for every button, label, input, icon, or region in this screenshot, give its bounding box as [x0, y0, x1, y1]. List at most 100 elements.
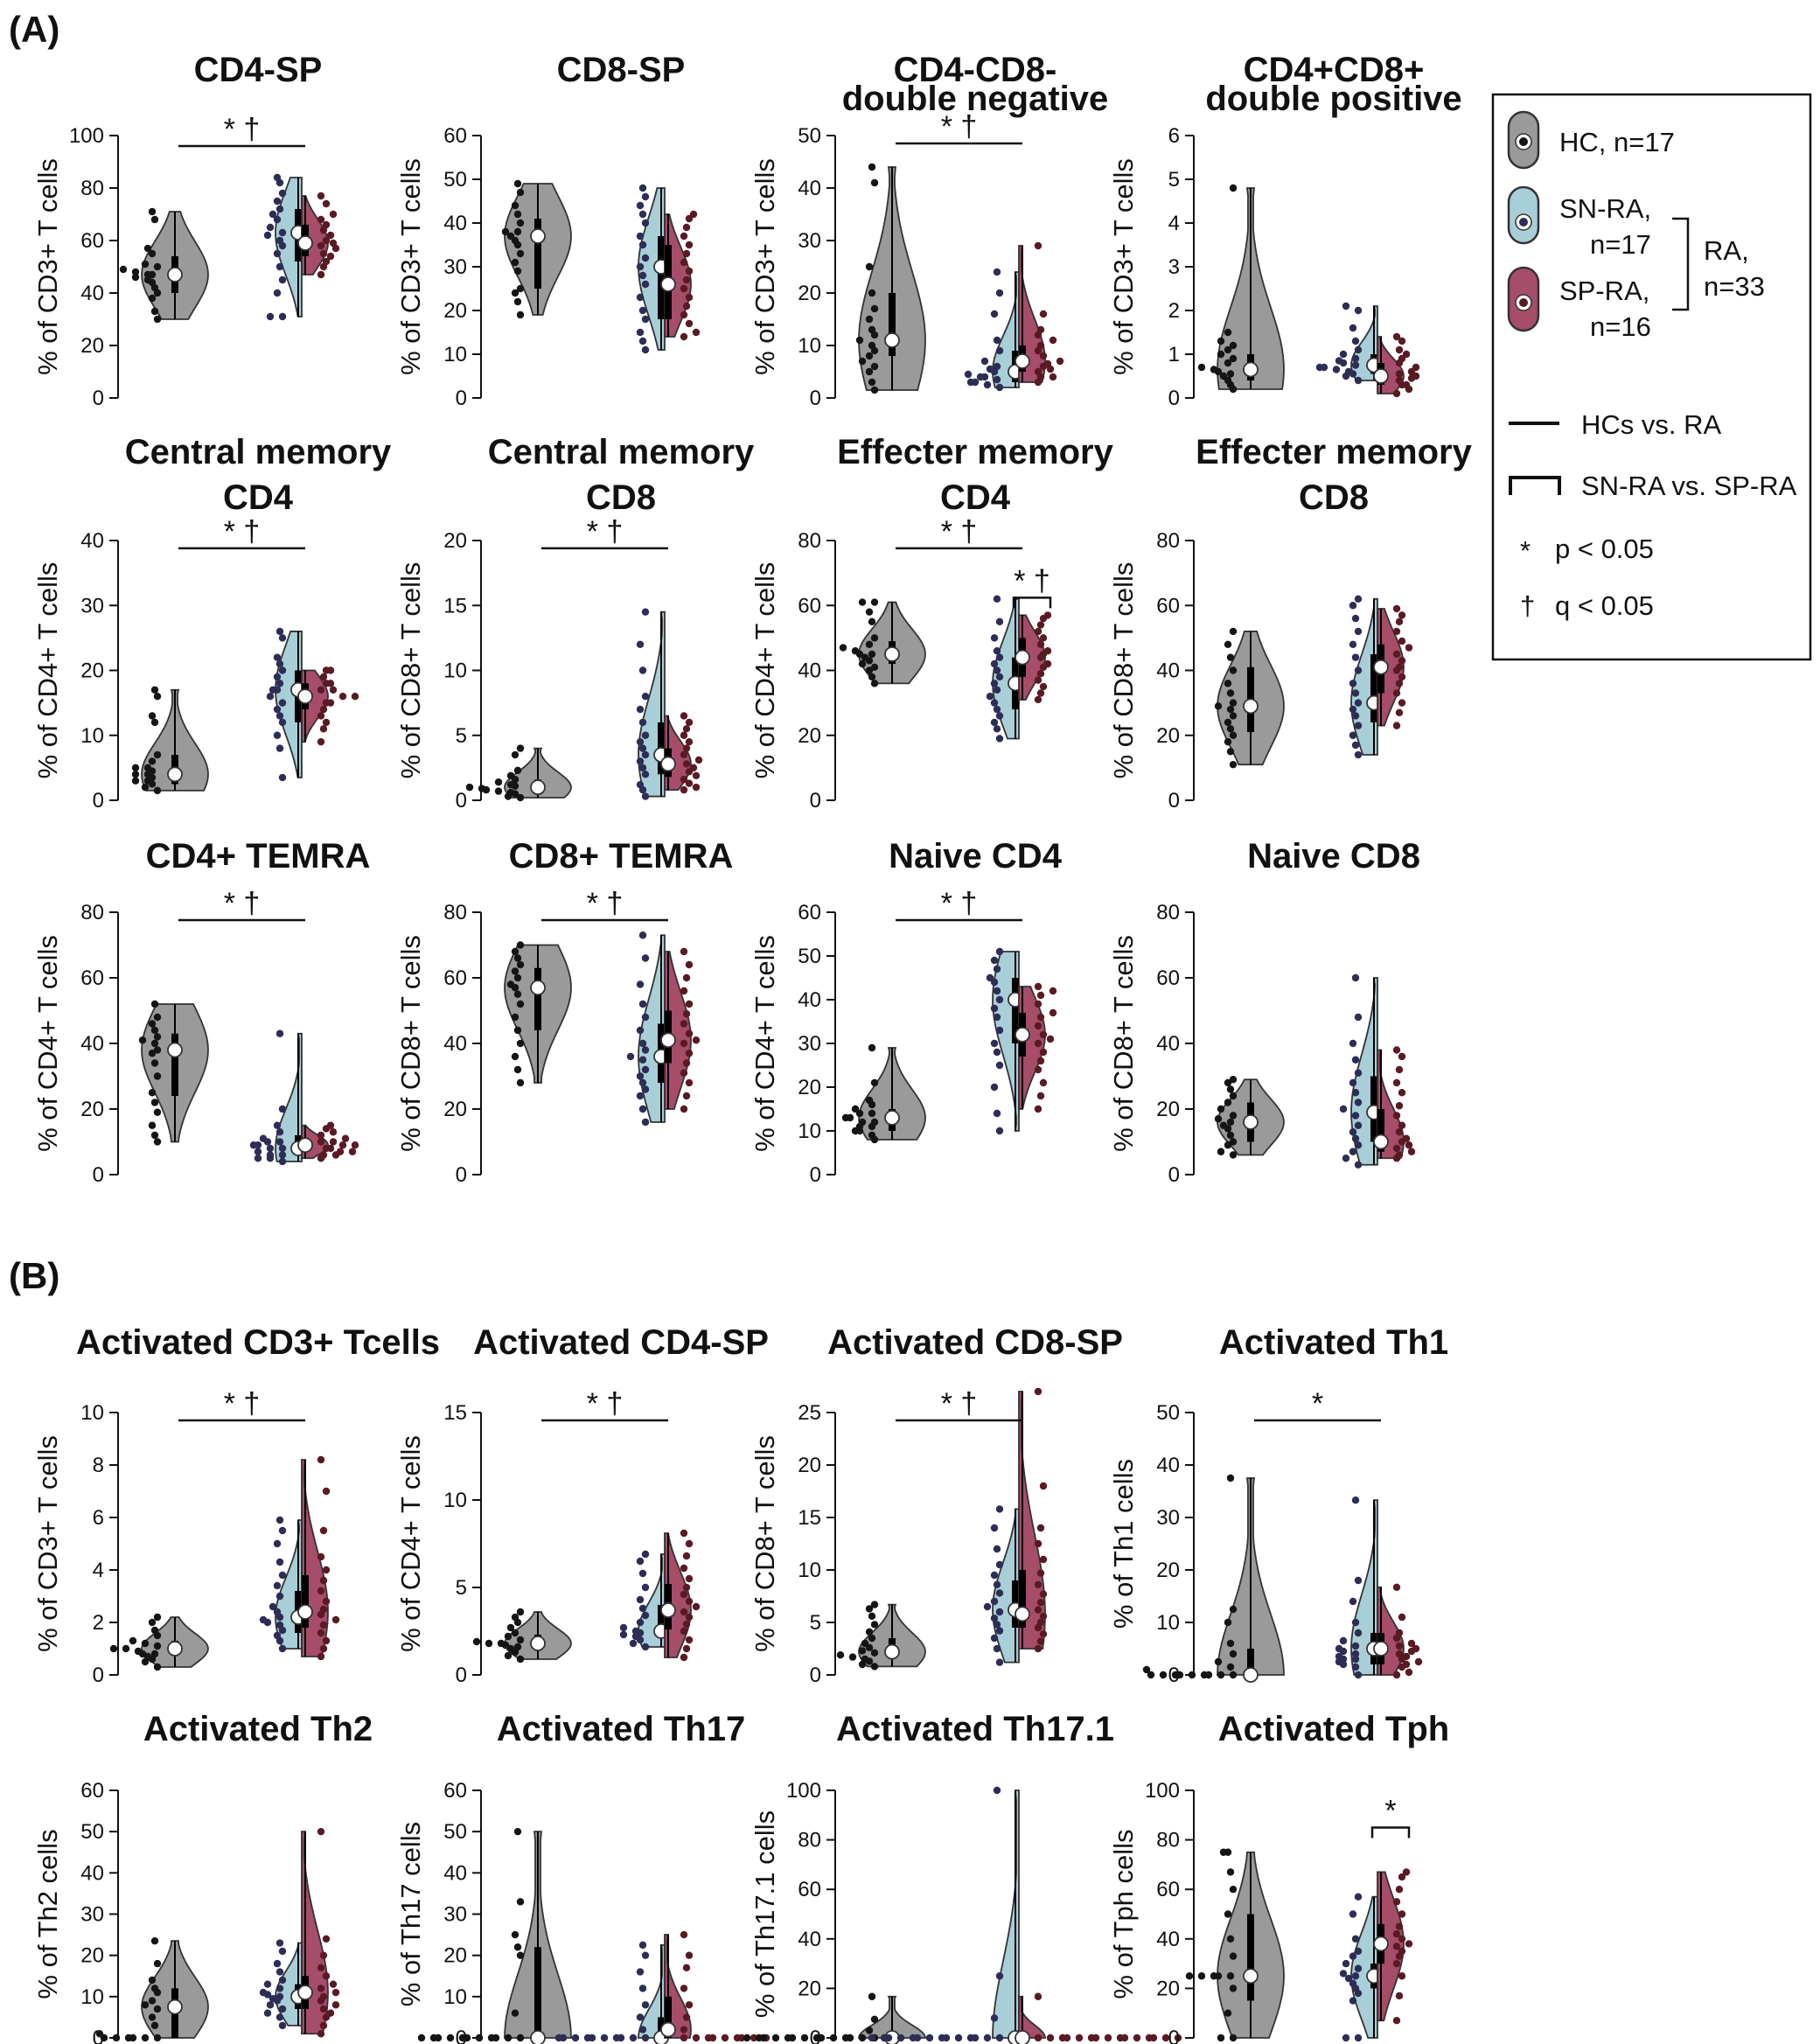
data-point-spra [351, 1141, 359, 1149]
y-axis-label: % of CD8+ T cells [1108, 562, 1139, 779]
group-spra [1373, 1583, 1423, 1679]
chart-title-line-1: CD4-CD8- [894, 51, 1057, 89]
data-point-hc [861, 653, 869, 661]
data-point-spra [685, 1078, 694, 1087]
data-point-spra [1034, 982, 1042, 991]
data-point-spra [1043, 647, 1052, 655]
data-point-snra [636, 640, 645, 648]
group-hc [465, 744, 572, 802]
y-tick-label: 2 [93, 1611, 104, 1635]
data-point-snra [638, 666, 647, 674]
group-snra [626, 931, 669, 1127]
y-tick-label: 60 [80, 1779, 104, 1803]
data-point-hc [839, 644, 847, 652]
data-point-hc [870, 680, 879, 687]
data-point-snra [275, 236, 284, 245]
violin-snra [1350, 1895, 1378, 2039]
data-point-snra [990, 1615, 999, 1622]
data-point-spra [680, 1564, 688, 1573]
data-point-spra [680, 284, 688, 293]
data-point-hc [841, 1113, 850, 1122]
data-point-hc [150, 1936, 159, 1945]
data-point-snra [278, 1571, 287, 1580]
data-point-hc [516, 1608, 525, 1616]
significance-bracket [1012, 596, 1052, 609]
median-marker-hc [884, 332, 900, 348]
data-point-spra [1034, 1039, 1042, 1048]
legend-hc-dot [1519, 137, 1528, 146]
data-point-spra [1395, 1650, 1404, 1658]
data-point-hc [153, 1013, 162, 1022]
legend-snra-dot [1519, 218, 1528, 227]
data-point-snra [1339, 1105, 1348, 1113]
legend-hc-label: HC, n=17 [1559, 127, 1675, 157]
data-point-spra [326, 666, 335, 674]
data-point-hc [150, 215, 159, 224]
data-point-spra [680, 1590, 688, 1599]
y-tick-label: 10 [1156, 1611, 1180, 1635]
y-axis-label: % of CD4+ T cells [32, 935, 63, 1152]
data-point-spra [1407, 1639, 1416, 1648]
significance-label: * † [587, 1387, 624, 1420]
data-point-snra [1351, 741, 1360, 750]
data-point-hc [1229, 1650, 1238, 1658]
data-point-hc [1159, 1671, 1168, 1679]
data-point-spra [319, 1992, 328, 2001]
chart-17: Activated Th17% of Th17 cells01020304050… [395, 1710, 771, 2044]
group-spra [660, 1930, 771, 2042]
data-point-hc [148, 757, 157, 765]
data-point-spra [1036, 1569, 1045, 1577]
y-axis-label: % of Th17 cells [395, 1822, 426, 2006]
data-point-snra [641, 792, 650, 800]
median-marker-spra [1015, 1027, 1030, 1043]
data-point-snra [278, 1151, 287, 1159]
data-point-hc [511, 289, 520, 297]
data-point-hc [472, 1637, 481, 1646]
y-axis-label: % of Th1 cells [1108, 1459, 1139, 1629]
data-point-snra [1349, 602, 1357, 610]
data-point-spra [1046, 2034, 1055, 2042]
chart-title: CD4+ TEMRA [146, 837, 371, 876]
data-point-snra [995, 1127, 1004, 1135]
data-point-snra [1349, 1979, 1357, 1987]
significance-label: * † [941, 887, 978, 920]
y-axis-label: % of Tph cells [1108, 1829, 1139, 1999]
data-point-snra [275, 262, 284, 271]
data-point-spra [1039, 1555, 1048, 1564]
data-point-hc [1229, 712, 1238, 720]
data-point-snra [266, 1151, 275, 1159]
data-point-hc [1197, 363, 1206, 372]
data-point-spra [326, 1121, 335, 1129]
data-point-hc [1224, 345, 1232, 354]
data-point-hc [458, 2034, 467, 2042]
data-point-hc [836, 1651, 845, 1659]
data-point-snra [641, 1550, 650, 1559]
y-tick-label: 10 [798, 1559, 821, 1582]
data-point-snra [641, 280, 650, 289]
data-point-snra [636, 705, 645, 714]
data-point-snra [995, 1658, 1004, 1666]
y-tick-label: 100 [1145, 1779, 1180, 1803]
data-point-hc [848, 1653, 857, 1661]
y-tick-label: 50 [798, 945, 821, 968]
data-point-snra [263, 2009, 272, 2017]
data-point-snra [638, 337, 647, 345]
data-point-spra [680, 1627, 688, 1636]
data-point-hc [858, 659, 867, 668]
data-point-snra [638, 2026, 647, 2034]
data-point-hc [865, 640, 874, 648]
chart-3: CD4+CD8+double positive % of CD3+ T cells… [1108, 51, 1462, 410]
data-point-snra [636, 737, 645, 746]
data-point-spra [685, 1539, 694, 1548]
chart-title-line-1: CD4+CD8+ [1244, 51, 1425, 89]
data-point-hc [109, 1644, 118, 1653]
data-point-hc [1229, 1076, 1238, 1084]
group-snra [263, 173, 306, 321]
data-point-spra [1392, 650, 1401, 659]
data-point-snra [995, 1608, 1004, 1616]
data-point-hc [506, 788, 515, 797]
violin-spra [1377, 608, 1405, 727]
chart-title: Activated Th17.1 [836, 1710, 1114, 1748]
median-marker-spra [1015, 353, 1030, 369]
data-point-snra [275, 1968, 284, 1976]
